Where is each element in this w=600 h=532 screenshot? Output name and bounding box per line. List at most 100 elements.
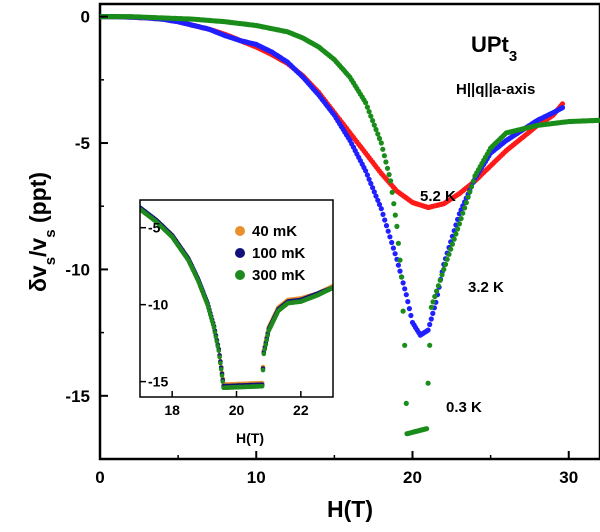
data-point-0-3-k	[388, 178, 394, 184]
data-point-0-3-k	[465, 194, 471, 200]
data-point-0-3-k	[449, 241, 455, 247]
inset-data-point-300-mk	[213, 334, 219, 340]
inset-series-layer	[140, 205, 333, 391]
data-point-0-3-k	[389, 189, 395, 195]
data-point-0-3-k	[376, 135, 383, 142]
y-axis-unit: (ppt)	[25, 172, 51, 229]
data-point-3-2-k	[397, 268, 403, 274]
data-point-0-3-k	[439, 272, 445, 278]
data-point-0-3-k	[451, 236, 457, 242]
data-point-0-3-k	[371, 122, 377, 128]
sample-label-base: UPt	[471, 32, 510, 57]
series-label-0-3k: 0.3 K	[446, 399, 482, 416]
inset-data-point-300-mk	[217, 354, 222, 360]
data-point-3-2-k	[559, 105, 566, 111]
inset-data-point-300-mk	[214, 339, 220, 344]
x-tick-label: 20	[403, 468, 422, 487]
inset-x-tick-label: 22	[293, 402, 309, 418]
geometry-label: H||q||a-axis	[456, 81, 535, 98]
data-point-0-3-k	[363, 100, 369, 106]
data-point-3-2-k	[402, 286, 408, 292]
sample-label: UPt3	[471, 32, 517, 65]
main-series-layer	[100, 14, 600, 437]
legend-marker-100-mk	[235, 248, 245, 258]
data-point-0-3-k	[444, 256, 450, 262]
data-point-0-3-k	[386, 172, 392, 178]
data-point-5-2-k	[559, 101, 566, 107]
data-point-0-3-k	[392, 212, 398, 218]
data-point-0-3-k	[399, 274, 405, 280]
data-point-0-3-k	[453, 231, 459, 237]
data-point-0-3-k	[391, 201, 397, 207]
x-tick-label: 10	[247, 468, 266, 487]
data-point-0-3-k	[425, 380, 431, 386]
data-point-0-3-k	[395, 240, 401, 246]
data-point-0-3-k	[468, 184, 475, 190]
data-point-3-2-k	[392, 251, 398, 257]
data-point-3-2-k	[428, 316, 434, 322]
data-point-0-3-k	[428, 304, 434, 310]
data-point-0-3-k	[455, 226, 461, 232]
inset-data-point-300-mk	[259, 383, 265, 389]
inset-x-axis-title: H(T)	[236, 430, 264, 446]
inset-data-point-300-mk	[216, 348, 222, 354]
legend-label-100-mk: 100 mK	[252, 245, 306, 262]
inset-data-point-300-mk	[218, 367, 224, 372]
inset-data-point-300-mk	[215, 343, 221, 349]
sample-label-sub: 3	[509, 48, 517, 65]
series-label-3-2k: 3.2 K	[468, 279, 504, 296]
data-point-3-2-k	[366, 176, 372, 182]
data-point-3-2-k	[370, 185, 376, 191]
x-tick-label: 30	[559, 468, 578, 487]
data-point-0-3-k	[427, 342, 433, 348]
inset-data-point-300-mk	[260, 367, 266, 373]
inset-data-point-300-mk	[262, 347, 268, 352]
legend-label-300-mk: 300 mK	[252, 267, 306, 284]
data-point-3-2-k	[371, 189, 377, 195]
data-point-3-2-k	[400, 280, 406, 286]
data-point-0-3-k	[442, 261, 449, 267]
data-point-3-2-k	[425, 327, 431, 333]
series-label-5-2k: 5.2 K	[420, 188, 456, 205]
data-point-3-2-k	[430, 310, 436, 316]
main-x-ticks: 0 10 20 30	[95, 451, 578, 487]
inset-data-point-300-mk	[212, 330, 218, 335]
data-point-0-3-k	[448, 246, 454, 252]
data-point-0-3-k	[430, 299, 436, 305]
main-x-axis-title: H(T)	[327, 496, 373, 522]
data-point-0-3-k	[397, 257, 403, 263]
data-point-0-3-k	[470, 178, 476, 184]
data-point-3-2-k	[376, 201, 383, 208]
data-point-0-3-k	[366, 109, 372, 115]
inset-y-tick-label: -5	[148, 220, 161, 236]
data-point-3-2-k	[389, 239, 395, 246]
main-plot-frame	[98, 2, 600, 461]
data-point-0-3-k	[435, 283, 441, 289]
main-y-ticks: 0 -5 -10 -15	[65, 8, 108, 406]
data-point-3-2-k	[395, 262, 401, 268]
inset-x-tick-label: 18	[164, 402, 180, 418]
data-point-0-3-k	[402, 342, 408, 348]
data-point-0-3-k	[400, 308, 406, 314]
data-point-3-2-k	[382, 217, 388, 223]
data-point-0-3-k	[403, 400, 409, 406]
data-point-3-2-k	[385, 228, 391, 234]
data-point-3-2-k	[427, 321, 433, 328]
y-axis-sub-s1: s	[42, 257, 59, 265]
data-point-0-3-k	[467, 189, 473, 195]
inset-data-point-300-mk	[263, 342, 269, 348]
data-point-3-2-k	[368, 180, 374, 187]
data-point-0-3-k	[437, 277, 443, 283]
inset-x-ticks: 18 20 22	[164, 391, 309, 418]
inset-data-point-300-mk	[261, 351, 267, 357]
inset-y-tick-label: -10	[148, 297, 168, 313]
data-point-3-2-k	[383, 223, 390, 229]
data-point-0-3-k	[460, 210, 466, 216]
data-point-0-3-k	[462, 205, 468, 211]
data-point-0-3-k	[434, 288, 440, 294]
data-point-3-2-k	[364, 172, 370, 178]
data-point-0-3-k	[432, 293, 438, 300]
y-axis-sub-s2: s	[42, 229, 59, 237]
